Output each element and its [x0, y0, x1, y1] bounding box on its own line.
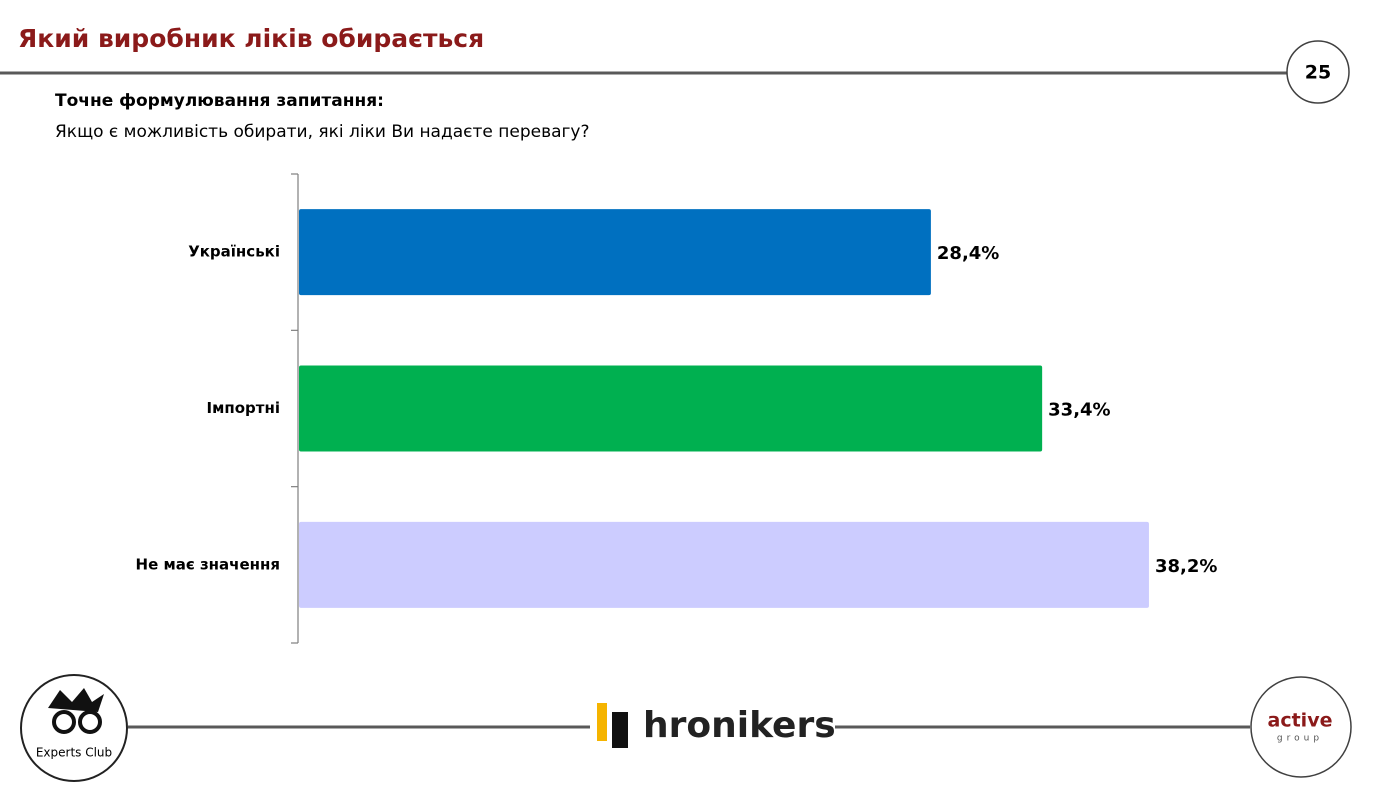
active-text: active	[1268, 710, 1333, 732]
hronikers-text: hronikers	[643, 705, 836, 746]
value-label: 38,2%	[1155, 556, 1217, 577]
logo-hair	[48, 688, 104, 712]
category-label: Імпортні	[207, 399, 280, 417]
category-label: Не має значення	[136, 555, 280, 573]
question-heading: Точне формулювання запитання:	[55, 91, 384, 111]
category-label: Українські	[188, 243, 280, 261]
logo-glasses	[78, 710, 102, 734]
logo-glasses	[52, 710, 76, 734]
active-group-logo	[1250, 676, 1352, 778]
hronikers-mark	[597, 703, 607, 741]
value-label: 33,4%	[1048, 400, 1110, 421]
page-number: 25	[1305, 62, 1331, 84]
question: Якщо є можливість обирати, які ліки Ви н…	[55, 122, 590, 142]
footer: Experts Club hronikers active group	[20, 674, 1352, 782]
group-text: group	[1277, 734, 1323, 744]
page-badge	[1286, 40, 1350, 104]
hronikers-mark	[612, 712, 628, 748]
bar	[299, 521, 1149, 608]
bar	[299, 365, 1043, 452]
bar	[299, 209, 931, 296]
value-label: 28,4%	[937, 243, 999, 264]
experts-club-text: Experts Club	[36, 746, 112, 760]
slide-title: Який виробник ліків обирається	[18, 24, 484, 53]
